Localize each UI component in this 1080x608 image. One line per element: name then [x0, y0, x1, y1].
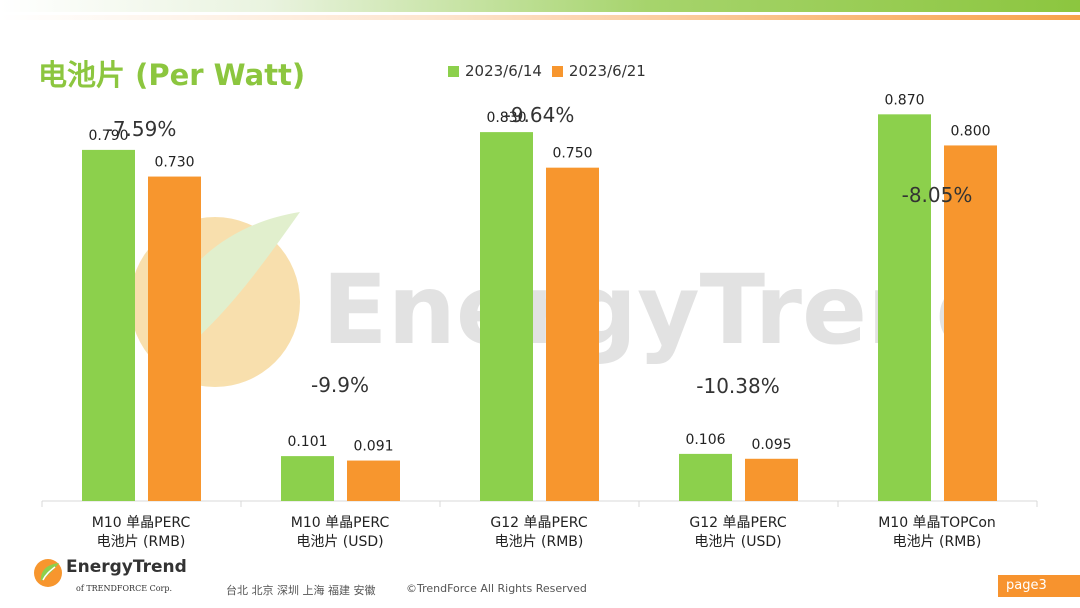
data-label: 0.800: [950, 123, 990, 139]
top-gradient-bar: [0, 0, 1080, 12]
page-number-badge: page3: [998, 575, 1080, 597]
change-label: -10.38%: [696, 374, 779, 398]
category-label-line2: 电池片 (USD): [296, 534, 383, 550]
page-title: 电池片 (Per Watt): [38, 58, 306, 92]
energytrend-logo-icon: [34, 559, 62, 587]
legend-label-series1: 2023/6/14: [465, 62, 542, 80]
category-label-line2: 电池片 (USD): [694, 534, 781, 550]
data-label: 0.830: [486, 110, 526, 126]
top-accent-bar: [0, 15, 1080, 20]
bar-series1: [878, 114, 931, 501]
category-label-line1: G12 单晶PERC: [490, 515, 587, 531]
footer-cities: 台北 北京 深圳 上海 福建 安徽: [226, 584, 376, 597]
bar-series2: [944, 145, 997, 501]
legend-swatch-series1: [448, 65, 459, 77]
data-label: 0.091: [353, 439, 393, 455]
category-label-line2: 电池片 (RMB): [97, 534, 186, 550]
category-label-line2: 电池片 (RMB): [495, 534, 584, 550]
change-label: -8.05%: [902, 183, 973, 207]
footer-copyright: ©TrendForce All Rights Reserved: [406, 582, 587, 595]
data-label: 0.790: [88, 128, 128, 144]
bar-series2: [148, 176, 201, 502]
bar-series1: [82, 149, 135, 501]
category-label-line2: 电池片 (RMB): [893, 534, 982, 550]
bar-series2: [546, 167, 599, 501]
legend-label-series2: 2023/6/21: [568, 62, 646, 80]
bar-series2: [347, 460, 400, 501]
change-label: -7.59%: [106, 117, 177, 141]
data-label: 0.870: [884, 92, 924, 108]
change-label: -9.9%: [311, 373, 369, 397]
legend-item-series2: 2023/6/21: [551, 62, 646, 80]
category-label-line1: M10 单晶TOPCon: [878, 515, 996, 531]
footer-logo: EnergyTrend of TRENDFORCE Corp.: [32, 556, 187, 594]
bar-series1: [281, 456, 334, 501]
change-label: -9.64%: [504, 103, 575, 127]
category-label-line1: M10 单晶PERC: [92, 515, 191, 531]
category-label-line1: G12 单晶PERC: [689, 515, 786, 531]
category-label-line1: M10 单晶PERC: [291, 515, 390, 531]
data-label: 0.095: [751, 437, 791, 453]
data-label: 0.106: [685, 432, 725, 448]
data-label: 0.750: [552, 146, 592, 162]
footer-brand-sub: of TRENDFORCE Corp.: [76, 584, 172, 593]
footer-brand: EnergyTrend: [66, 557, 187, 577]
bar-series2: [745, 458, 798, 501]
chart-legend: 2023/6/14 2023/6/21: [448, 62, 646, 80]
bar-series1: [679, 453, 732, 501]
data-label: 0.101: [287, 434, 327, 450]
bar-series1: [480, 132, 533, 501]
legend-item-series1: 2023/6/14: [448, 62, 542, 80]
data-label: 0.730: [154, 155, 194, 171]
legend-swatch-series2: [551, 65, 563, 77]
